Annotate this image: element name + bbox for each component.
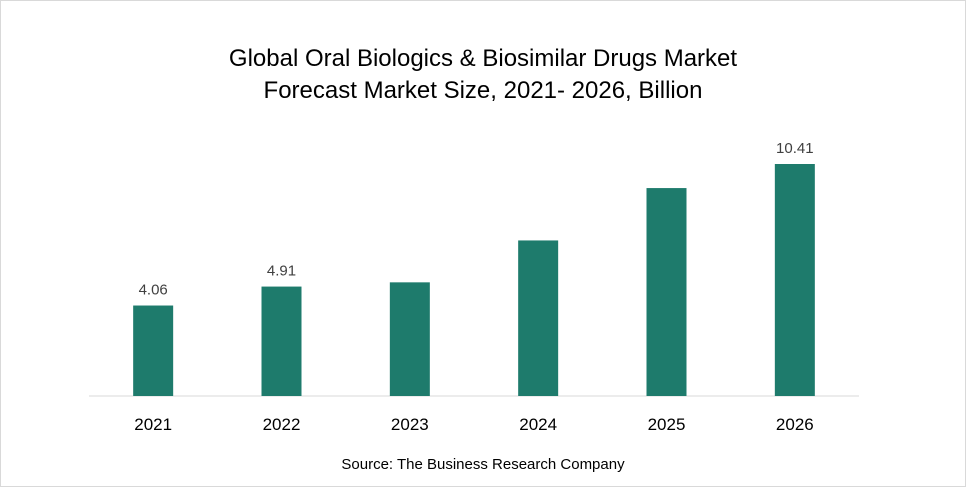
bar-2023 — [389, 282, 430, 396]
source-note: Source: The Business Research Company — [341, 456, 625, 473]
bar-2024 — [518, 240, 559, 396]
x-tick-label-2021: 2021 — [134, 415, 172, 434]
chart-title: Global Oral Biologics & Biosimilar Drugs… — [1, 43, 965, 107]
x-tick-label-2023: 2023 — [391, 415, 429, 434]
x-tick-label-2026: 2026 — [776, 415, 814, 434]
chart-title-line-2: Forecast Market Size, 2021- 2026, Billio… — [263, 77, 703, 104]
chart-title-line-1: Global Oral Biologics & Biosimilar Drugs… — [228, 45, 738, 72]
bar-2022 — [261, 286, 302, 396]
bar-2021 — [133, 305, 174, 396]
data-label-2022: 4.91 — [267, 263, 296, 280]
data-label-2026: 10.41 — [776, 140, 814, 157]
bar-2025 — [646, 188, 687, 396]
bar-2026 — [774, 164, 815, 396]
data-label-2021: 4.06 — [139, 282, 168, 299]
x-tick-label-2025: 2025 — [648, 415, 686, 434]
x-tick-label-2022: 2022 — [263, 415, 301, 434]
x-tick-label-2024: 2024 — [519, 415, 557, 434]
